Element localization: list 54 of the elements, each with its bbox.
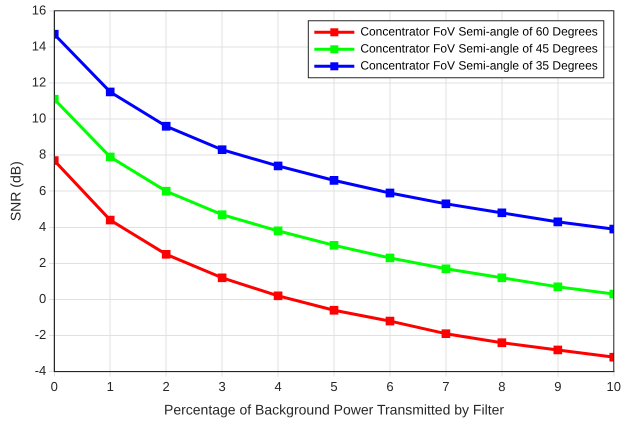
point	[498, 208, 506, 218]
point	[106, 152, 115, 162]
y-tick-label: 16	[32, 2, 46, 18]
y-tick-label: 4	[39, 218, 46, 234]
y-axis-title: SNR (dB)	[7, 161, 24, 222]
point	[386, 316, 394, 326]
legend-label: Concentrator FoV Semi-angle of 60 Degrees	[360, 24, 598, 39]
x-tick-label: 0	[50, 378, 58, 394]
point	[218, 145, 226, 154]
y-tick-label: -2	[34, 327, 46, 342]
y-tick-label: -4	[34, 363, 46, 378]
point	[386, 254, 394, 262]
point	[553, 218, 562, 226]
point	[162, 250, 170, 259]
point	[274, 226, 282, 236]
point	[162, 122, 170, 131]
x-tick-label: 8	[498, 378, 506, 394]
point	[218, 273, 226, 282]
point	[553, 282, 562, 292]
y-tick-label: 10	[32, 110, 46, 126]
x-tick-label: 9	[554, 378, 562, 394]
point	[106, 216, 115, 224]
point	[442, 329, 450, 338]
legend-label: Concentrator FoV Semi-angle of 45 Degrees	[360, 42, 598, 56]
x-tick-label: 1	[106, 378, 114, 394]
y-tick-label: 8	[39, 146, 46, 162]
point	[274, 292, 282, 300]
point	[498, 338, 506, 348]
point	[553, 346, 562, 354]
y-tick-label: 0	[39, 291, 46, 306]
x-axis-title: Percentage of Background Power Transmitted by Filter	[164, 401, 504, 418]
point	[274, 162, 282, 170]
point	[330, 176, 338, 185]
point	[330, 240, 338, 250]
y-tick-label: 2	[39, 254, 46, 270]
point	[498, 273, 506, 282]
y-tick-label: 6	[39, 182, 46, 198]
y-tick-label: 12	[32, 74, 46, 90]
x-tick-label: 4	[274, 378, 282, 394]
x-tick-label: 6	[386, 378, 394, 394]
x-tick-label: 10	[606, 378, 622, 394]
x-tick-label: 5	[330, 378, 338, 394]
y-tick-label: 14	[32, 38, 46, 54]
x-tick-label: 3	[218, 378, 226, 394]
point	[442, 264, 450, 274]
point	[218, 210, 226, 219]
point	[162, 186, 170, 196]
x-tick-label: 2	[162, 378, 170, 394]
point	[442, 200, 450, 208]
x-tick-label: 7	[442, 378, 450, 394]
point	[106, 88, 115, 96]
point	[386, 188, 394, 198]
point	[330, 306, 338, 315]
legend-label: Concentrator FoV Semi-angle of 35 Degrees	[360, 58, 598, 73]
